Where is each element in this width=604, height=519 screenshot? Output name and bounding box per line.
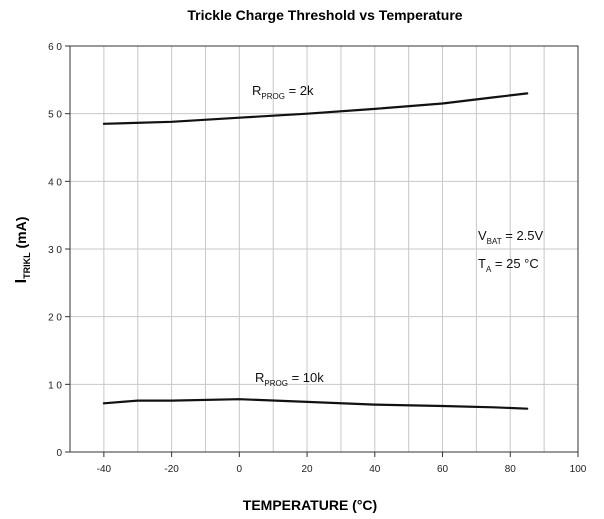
series-line-0 <box>102 92 529 125</box>
y-tick-label: 1 0 <box>48 380 62 391</box>
series-label-2k: RPROG = 2k <box>252 83 314 101</box>
annotation-ta-rest: = 25 °C <box>491 256 538 271</box>
series-label-2k-sub: PROG <box>261 92 285 101</box>
series-label-10k: RPROG = 10k <box>255 370 324 388</box>
x-tick-label: 0 <box>237 464 243 475</box>
y-axis-label-main: I <box>13 279 30 283</box>
y-tick-label: 5 0 <box>48 110 62 121</box>
y-tick-label: 0 <box>56 448 62 459</box>
y-tick-label: 2 0 <box>48 313 62 324</box>
annotation-vbat: VBAT = 2.5V <box>478 228 544 246</box>
annotation-ta: TA = 25 °C <box>478 256 539 274</box>
annotation-vbat-sub: BAT <box>487 237 502 246</box>
annotation-vbat-main: V <box>478 228 487 243</box>
series-group <box>102 92 529 410</box>
y-tick-label: 6 0 <box>48 42 62 53</box>
y-axis: 0 1 0 2 0 3 0 4 0 5 0 6 0 <box>48 42 70 459</box>
x-tick-label: 40 <box>369 464 381 475</box>
x-tick-label: 80 <box>505 464 517 475</box>
series-label-2k-main: R <box>252 83 261 98</box>
x-tick-label: 60 <box>437 464 449 475</box>
series-label-10k-sub: PROG <box>264 379 288 388</box>
series-line-1 <box>102 398 529 410</box>
x-axis-label: TEMPERATURE (°C) <box>243 497 377 513</box>
y-axis-label-rest: (mA) <box>13 217 29 253</box>
x-tick-label: 100 <box>570 464 587 475</box>
x-tick-label: -20 <box>164 464 179 475</box>
x-axis: -40 -20 0 20 40 60 80 100 <box>97 452 587 475</box>
y-tick-label: 3 0 <box>48 245 62 256</box>
series-label-10k-rest: = 10k <box>288 370 324 385</box>
y-tick-label: 4 0 <box>48 177 62 188</box>
annotation-vbat-rest: = 2.5V <box>502 228 544 243</box>
annotation-ta-sub: A <box>486 265 492 274</box>
series-label-10k-main: R <box>255 370 264 385</box>
x-tick-label: 20 <box>302 464 314 475</box>
y-axis-label: ITRIKL (mA) <box>13 217 32 284</box>
annotation-ta-main: T <box>478 256 486 271</box>
x-tick-label: -40 <box>97 464 112 475</box>
grid <box>70 46 578 452</box>
chart-title: Trickle Charge Threshold vs Temperature <box>187 7 462 23</box>
series-label-2k-rest: = 2k <box>285 83 314 98</box>
y-axis-label-sub: TRIKL <box>22 252 32 279</box>
